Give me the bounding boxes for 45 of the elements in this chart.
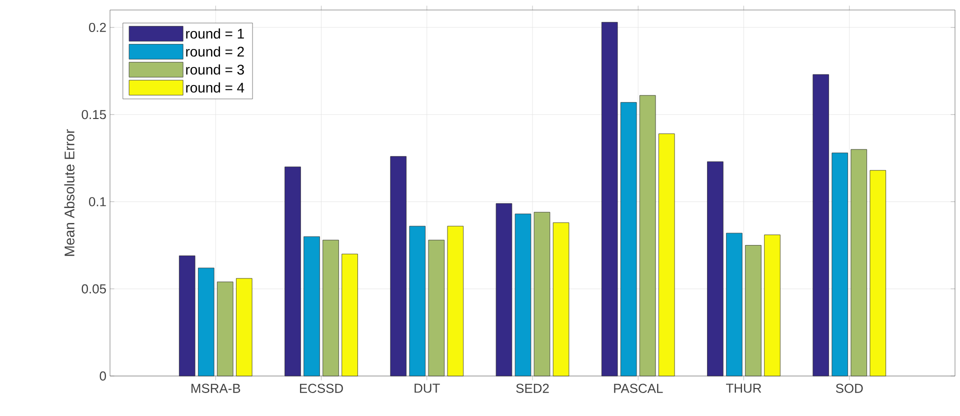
bar	[870, 170, 886, 376]
bar	[236, 278, 252, 376]
bar	[178, 256, 196, 376]
legend-label: round = 3	[186, 64, 244, 75]
bar	[342, 254, 358, 376]
x-tick-label: SOD	[836, 384, 863, 393]
bar	[745, 245, 762, 376]
bar	[514, 214, 532, 376]
bar	[534, 212, 550, 376]
x-tick-label: MSRA-B	[192, 384, 240, 393]
bar	[428, 240, 445, 376]
bar	[812, 74, 829, 376]
legend-label: round = 2	[186, 46, 244, 57]
x-tick-label: ECSSD	[300, 384, 343, 393]
bar	[764, 234, 780, 376]
bar	[217, 282, 234, 376]
x-tick-label: THUR	[726, 384, 762, 393]
legend-label: round = 1	[186, 28, 244, 39]
bar	[198, 268, 214, 376]
bar	[322, 240, 339, 376]
bar	[707, 161, 724, 376]
y-tick-label: 0.1	[88, 197, 106, 206]
bar	[640, 95, 656, 376]
legend-label: round = 4	[186, 82, 244, 93]
bar	[658, 134, 675, 376]
x-tick-label: DUT	[414, 384, 440, 393]
bar	[601, 22, 618, 376]
bar	[284, 166, 301, 376]
bar	[832, 152, 848, 376]
bar	[447, 226, 464, 376]
bar	[496, 203, 512, 376]
y-tick-label: 0.15	[82, 110, 106, 120]
y-axis-title: Mean Absolute Error	[64, 129, 74, 256]
bar	[850, 149, 868, 376]
y-tick-label: 0.05	[82, 284, 106, 294]
bar	[390, 156, 406, 376]
bar	[726, 232, 742, 376]
bar	[409, 226, 426, 376]
x-tick-label: PASCAL	[614, 384, 663, 393]
x-tick-label: SED2	[516, 384, 549, 393]
bar	[304, 236, 320, 376]
bar	[620, 102, 637, 376]
y-tick-label: 0.2	[88, 22, 106, 32]
bar	[552, 222, 570, 376]
y-tick-label: 0	[100, 371, 106, 381]
